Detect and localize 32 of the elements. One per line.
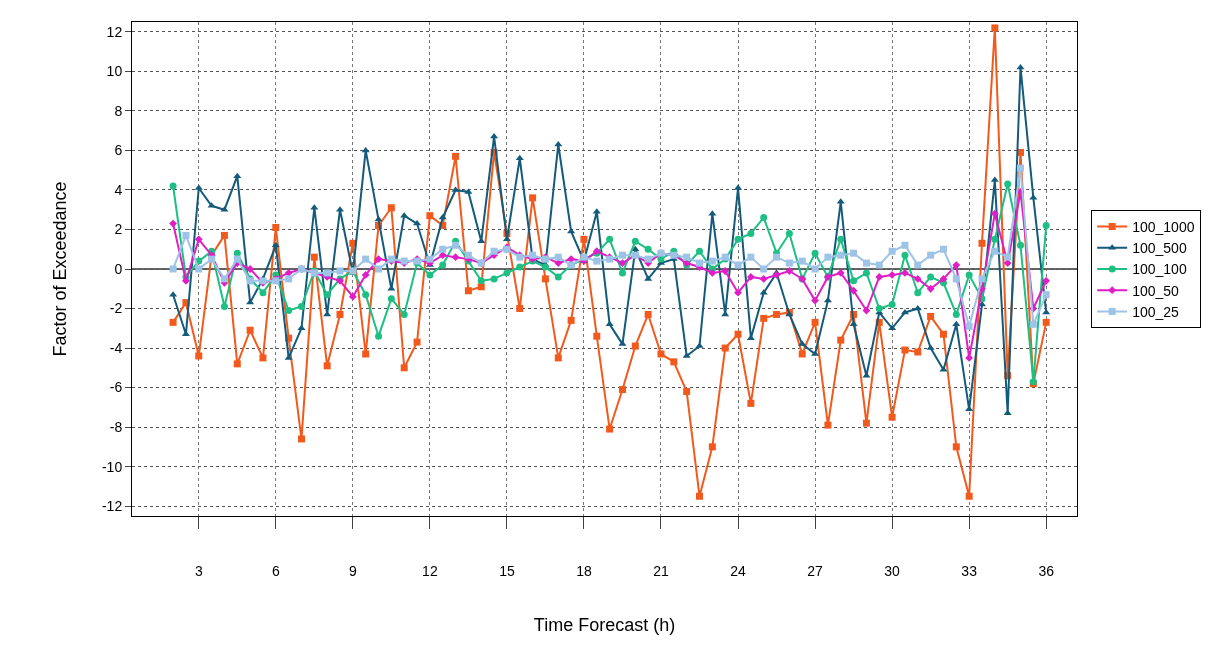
legend-label: 100_25	[1132, 303, 1180, 320]
y-tick-label: -12	[101, 498, 123, 515]
x-tick-label: 30	[884, 562, 901, 579]
y-tick-label: -6	[109, 379, 123, 396]
x-axis-title: Time Forecast (h)	[533, 614, 676, 635]
y-tick-label: 12	[106, 23, 123, 40]
y-tick-label: 4	[114, 181, 123, 198]
x-tick-label: 18	[576, 562, 592, 579]
y-tick-label: 6	[114, 142, 123, 159]
y-tick-label: 0	[114, 260, 123, 277]
x-tick-label: 33	[961, 562, 978, 579]
x-tick-label: 6	[271, 562, 280, 579]
legend-label: 100_500	[1132, 240, 1187, 257]
x-tick-label: 3	[194, 562, 203, 579]
y-axis-title: Factor of Exceedance	[50, 181, 71, 357]
y-tick-label: 10	[106, 63, 123, 80]
legend-label: 100_1000	[1132, 219, 1195, 236]
y-tick-label: 8	[114, 102, 123, 119]
x-tick-label: 21	[653, 562, 669, 579]
x-tick-label: 24	[730, 562, 747, 579]
y-tick-label: -4	[109, 339, 123, 356]
legend-label: 100_50	[1132, 282, 1180, 299]
y-tick-label: 2	[114, 221, 123, 238]
x-tick-label: 36	[1038, 562, 1055, 579]
x-tick-label: 15	[499, 562, 515, 579]
y-tick-label: -10	[101, 458, 123, 475]
y-tick-label: -8	[109, 418, 123, 435]
legend-label: 100_100	[1132, 261, 1187, 278]
x-tick-label: 12	[422, 562, 438, 579]
x-tick-label: 9	[348, 562, 357, 579]
y-tick-label: -2	[109, 300, 123, 317]
x-tick-label: 27	[807, 562, 824, 579]
